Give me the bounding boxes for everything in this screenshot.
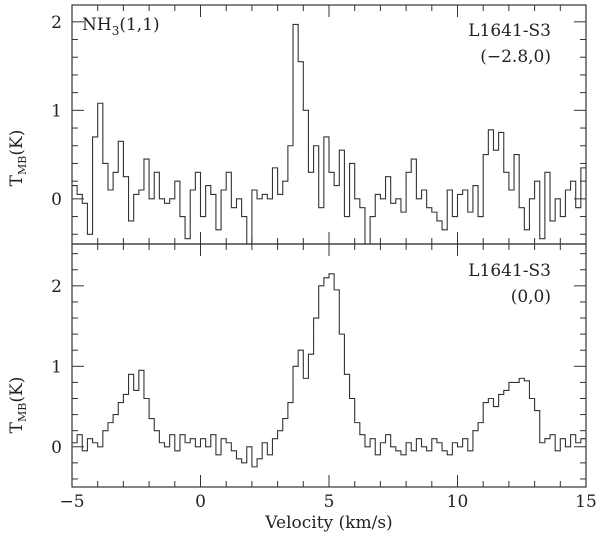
bottom-y-axis-label: TMB(K): [7, 377, 29, 434]
x-tick-label: 5: [324, 492, 335, 512]
top-offset-label: (−2.8,0): [480, 47, 551, 67]
bottom-offset-label: (0,0): [511, 287, 551, 307]
panel-bottom: 0 1 2 −5 0 5 10 15: [51, 243, 597, 512]
top-y-axis-label: TMB(K): [7, 130, 29, 187]
y-tick-label: 0: [51, 190, 62, 210]
spectrum-line: [72, 23, 586, 244]
top-line-label: NH3(1,1): [82, 15, 160, 38]
x-tick-label: 15: [575, 492, 597, 512]
x-tick-label: −5: [59, 492, 84, 512]
panel-top: 0 1 2: [51, 4, 587, 245]
bottom-source-label: L1641-S3: [468, 261, 551, 281]
spectrum-line: [72, 273, 586, 468]
x-tick-label: 10: [447, 492, 469, 512]
y-tick-label: 1: [51, 101, 62, 121]
y-tick-label: 0: [51, 438, 62, 458]
x-axis-label: Velocity (km/s): [264, 513, 392, 533]
y-tick-label: 2: [51, 277, 62, 297]
y-tick-label: 2: [51, 13, 62, 33]
y-tick-label: 1: [51, 357, 62, 377]
x-tick-label: 0: [195, 492, 206, 512]
top-source-label: L1641-S3: [468, 21, 551, 41]
